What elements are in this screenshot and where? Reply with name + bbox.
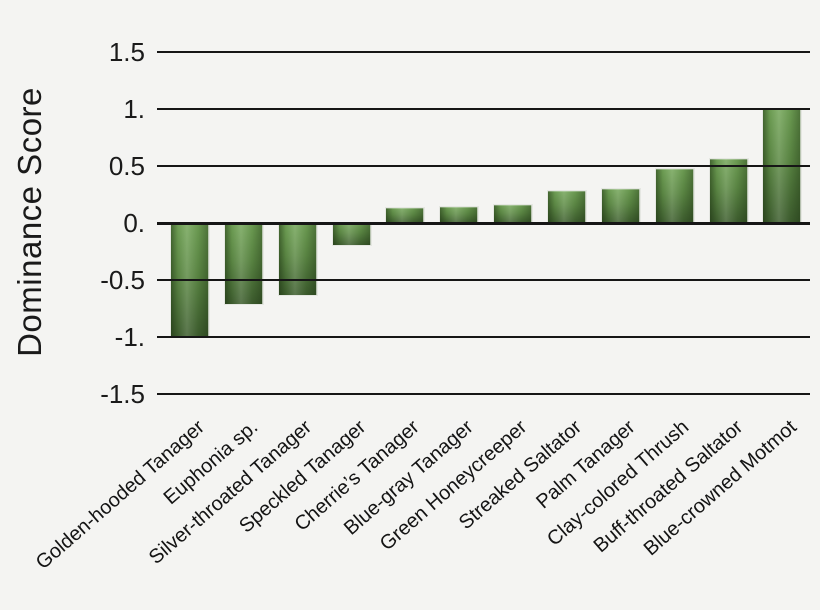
y-tick-label-0p5: 0.5 (108, 151, 145, 181)
gridline-0 (157, 221, 810, 225)
gridline-1p5 (157, 51, 810, 53)
bar-blue-gray-tanager (440, 207, 479, 223)
bar-speckled-tanager (332, 223, 371, 245)
y-tick-label-0: 0. (123, 208, 145, 238)
y-tick-label-neg1p5: -1.5 (100, 379, 145, 409)
gridline-neg1p5 (157, 393, 810, 395)
bar-buff-throated-saltator (709, 159, 748, 223)
bar-clay-colored-thrush (655, 169, 694, 223)
y-tick-label-neg1: -1. (114, 322, 145, 352)
gridline-0p5 (157, 165, 810, 167)
bar-green-honeycreeper (494, 204, 533, 223)
bar-euphonia-sp (224, 223, 263, 304)
bar-palm-tanager (601, 188, 640, 223)
y-tick-label-1: 1. (123, 94, 145, 124)
gridline-neg1 (157, 336, 810, 338)
bar-silver-throated-tanager (278, 223, 317, 295)
y-tick-label-neg0p5: -0.5 (100, 265, 145, 295)
bar-cherrie-s-tanager (386, 208, 425, 223)
gridline-1 (157, 108, 810, 110)
gridline-neg0p5 (157, 279, 810, 281)
bar-streaked-saltator (548, 191, 587, 223)
y-tick-label-1p5: 1.5 (108, 37, 145, 67)
